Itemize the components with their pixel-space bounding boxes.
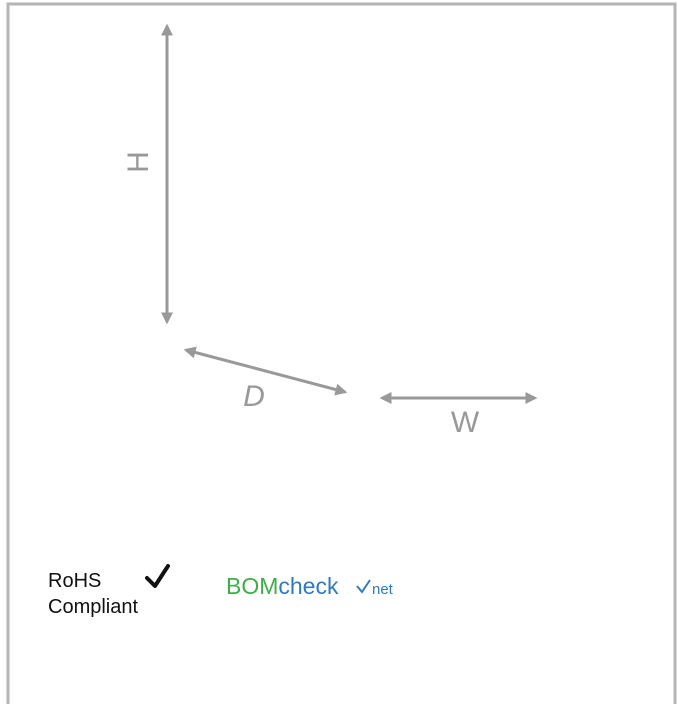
- logo-suffix: net: [372, 581, 394, 598]
- rohs-subtitle: Compliant: [48, 596, 138, 618]
- logo: BOMcheck: [226, 573, 339, 599]
- logo-part1: BOM: [226, 573, 278, 599]
- logo-part2: check: [278, 573, 339, 599]
- logo-check-icon: [356, 579, 371, 594]
- frame: [6, 2, 677, 704]
- width-label: W: [451, 406, 480, 439]
- depth-label: D: [243, 380, 265, 413]
- rohs-title: RoHS: [48, 570, 101, 592]
- rohs-check-icon: [145, 564, 170, 588]
- height-label: H: [122, 151, 155, 173]
- depth-arrow: [183, 346, 348, 396]
